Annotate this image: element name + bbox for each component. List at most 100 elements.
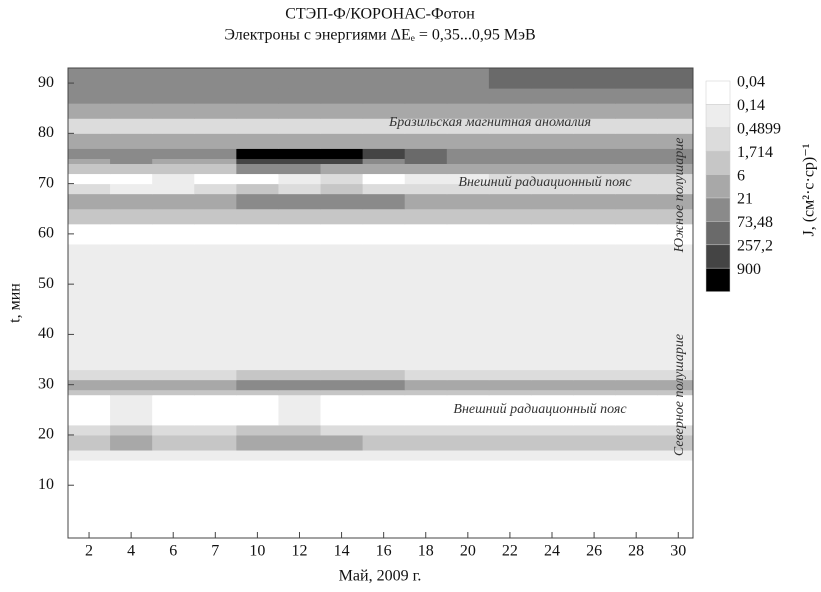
contour-cell [488,103,532,119]
contour-cell [530,173,574,185]
contour-cell [530,163,574,175]
contour-cell [194,183,237,195]
contour-cell [194,434,237,451]
contour-cell [362,118,406,134]
contour-cell [404,369,448,381]
contour-cell [615,208,658,225]
contour-cell [194,394,237,426]
contour-cell [446,243,490,275]
contour-cell [362,450,406,461]
contour-cell [657,223,694,245]
contour-cell [657,243,694,275]
contour-cell [68,369,111,381]
contour-cell [362,394,406,426]
contour-cell [362,243,406,275]
contour-cell [615,173,658,185]
contour-cell [488,158,532,165]
contour-cell [236,133,279,149]
chart-subtitle: Электроны с энергиями ΔEₑ = 0,35...0,95 … [224,27,535,44]
y-tick-label: 20 [38,426,54,443]
contour-cell [404,173,448,185]
contour-cell [657,389,694,396]
x-tick-label: 7 [211,543,219,560]
contour-cell [152,88,195,104]
contour-cell [278,389,322,396]
contour-cell [362,88,406,104]
contour-cell [446,334,490,371]
contour-cell [657,183,694,195]
contour-cell [488,193,532,210]
contour-cell [657,173,694,185]
contour-cell [236,183,279,195]
contour-cell [320,334,364,371]
contour-cell [236,274,279,335]
contour-cell [236,173,279,185]
contour-cell [657,163,694,175]
contour-cell [236,158,279,165]
contour-cell [657,88,694,104]
contour-cell [362,183,406,195]
y-tick-label: 40 [38,325,54,342]
contour-cell [320,103,364,119]
contour-cell [657,379,694,391]
contour-cell [615,68,658,89]
y-tick-label: 30 [38,375,54,392]
contour-cell [320,223,364,245]
contour-cell [194,450,237,461]
contour-cell [404,118,448,134]
contour-cell [152,118,195,134]
contour-cell [362,68,406,89]
contour-cell [110,88,153,104]
contour-cell [236,460,279,539]
contour-cell [194,68,237,89]
contour-cell [236,424,279,436]
contour-cell [236,68,279,89]
contour-cell [152,450,195,461]
contour-cell [362,133,406,149]
contour-cell [615,450,658,461]
x-tick-label: 2 [85,543,93,560]
contour-cell [236,434,279,451]
colorbar-swatch [705,244,731,269]
contour-cell [446,163,490,175]
contour-cell [110,434,153,451]
contour-cell [278,434,322,451]
contour-cell [573,133,616,149]
contour-cell [152,379,195,391]
contour-cell [68,243,111,275]
x-tick-label: 16 [376,543,392,560]
contour-cell [404,183,448,195]
chart-title: СТЭП-Ф/КОРОНАС-Фотон [285,6,475,23]
contour-cell [530,103,574,119]
contour-cell [68,68,111,89]
colorbar-swatch [705,127,731,152]
contour-cell [446,223,490,245]
contour-cell [615,103,658,119]
contour-cell [446,434,490,451]
contour-cell [362,379,406,391]
contour-cell [446,274,490,335]
contour-cell [615,148,658,159]
contour-cell [530,158,574,165]
contour-cell [194,243,237,275]
contour-cell [68,193,111,210]
contour-cell [446,183,490,195]
contour-cell [488,460,532,539]
contour-cell [615,389,658,396]
contour-cell [488,173,532,185]
contour-cell [404,334,448,371]
contour-cell [362,103,406,119]
contour-cell [488,208,532,225]
contour-cell [152,243,195,275]
contour-cell [110,389,153,396]
annotation: Южное полушарие [672,138,687,254]
contour-cell [68,274,111,335]
contour-cell [278,334,322,371]
contour-cell [68,148,111,159]
colorbar-label: 6 [737,167,745,184]
plot-frame [67,67,694,539]
contour-cell [615,193,658,210]
contour-cell [68,223,111,245]
contour-cell [236,243,279,275]
contour-cell [446,158,490,165]
